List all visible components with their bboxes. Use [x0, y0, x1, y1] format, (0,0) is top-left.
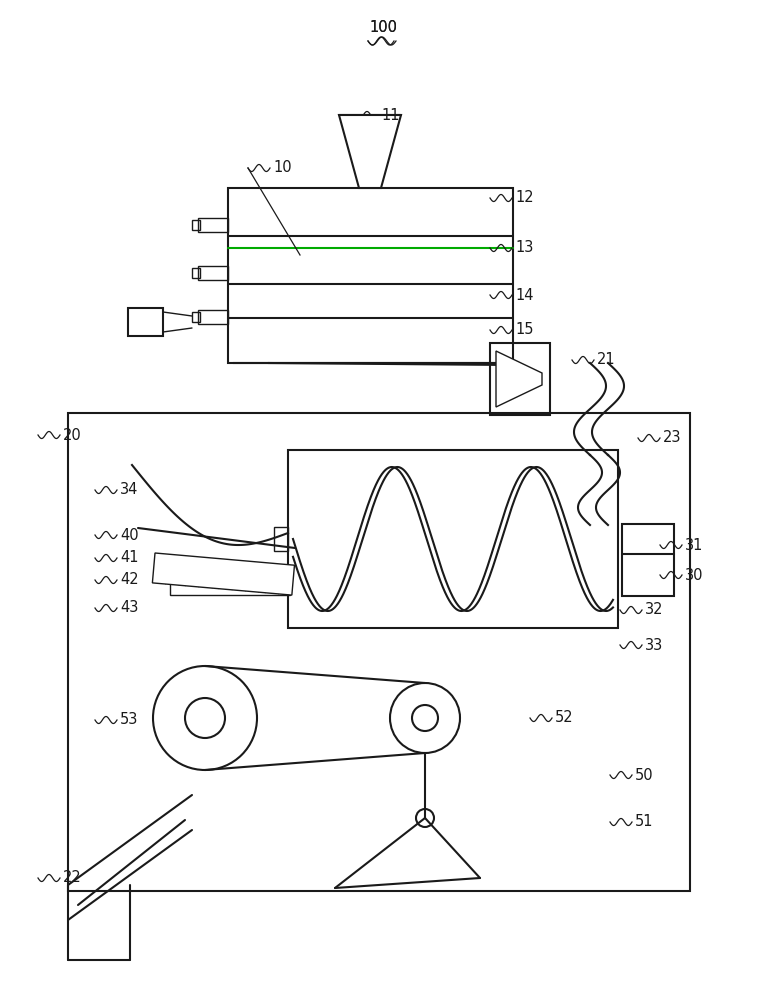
Bar [198, 310, 228, 324]
Bar [192, 268, 200, 278]
Bar [274, 527, 288, 551]
Polygon shape [152, 553, 294, 595]
Text: 42: 42 [120, 572, 138, 587]
Text: 13: 13 [515, 240, 533, 255]
Bar [228, 188, 513, 363]
Bar [128, 308, 163, 336]
Bar [192, 312, 200, 322]
Text: 40: 40 [120, 528, 138, 542]
Text: 23: 23 [663, 430, 681, 446]
Bar [288, 450, 618, 628]
Bar [198, 218, 228, 232]
Text: 52: 52 [555, 710, 574, 726]
Text: 15: 15 [515, 322, 533, 338]
Bar [192, 220, 200, 230]
Bar [490, 343, 550, 415]
Text: 12: 12 [515, 190, 533, 206]
Text: 11: 11 [381, 107, 400, 122]
Bar [68, 413, 690, 891]
Text: 53: 53 [120, 712, 138, 728]
Text: 50: 50 [635, 768, 654, 782]
Text: 21: 21 [597, 353, 616, 367]
Text: 31: 31 [685, 538, 704, 552]
Polygon shape [496, 351, 542, 407]
Text: 51: 51 [635, 814, 653, 830]
Text: 41: 41 [120, 550, 138, 566]
Text: 32: 32 [645, 602, 663, 617]
Bar [198, 266, 228, 280]
Text: 10: 10 [273, 160, 292, 176]
Text: 34: 34 [120, 483, 138, 497]
Text: 14: 14 [515, 288, 533, 302]
Bar [622, 524, 674, 596]
Text: 100: 100 [369, 19, 397, 34]
Text: 22: 22 [63, 870, 82, 886]
Text: 30: 30 [685, 568, 704, 582]
Text: 20: 20 [63, 428, 82, 442]
Text: 100: 100 [369, 19, 397, 34]
Text: 43: 43 [120, 600, 138, 615]
Polygon shape [339, 115, 401, 188]
Bar [170, 573, 290, 595]
Text: 33: 33 [645, 638, 663, 652]
